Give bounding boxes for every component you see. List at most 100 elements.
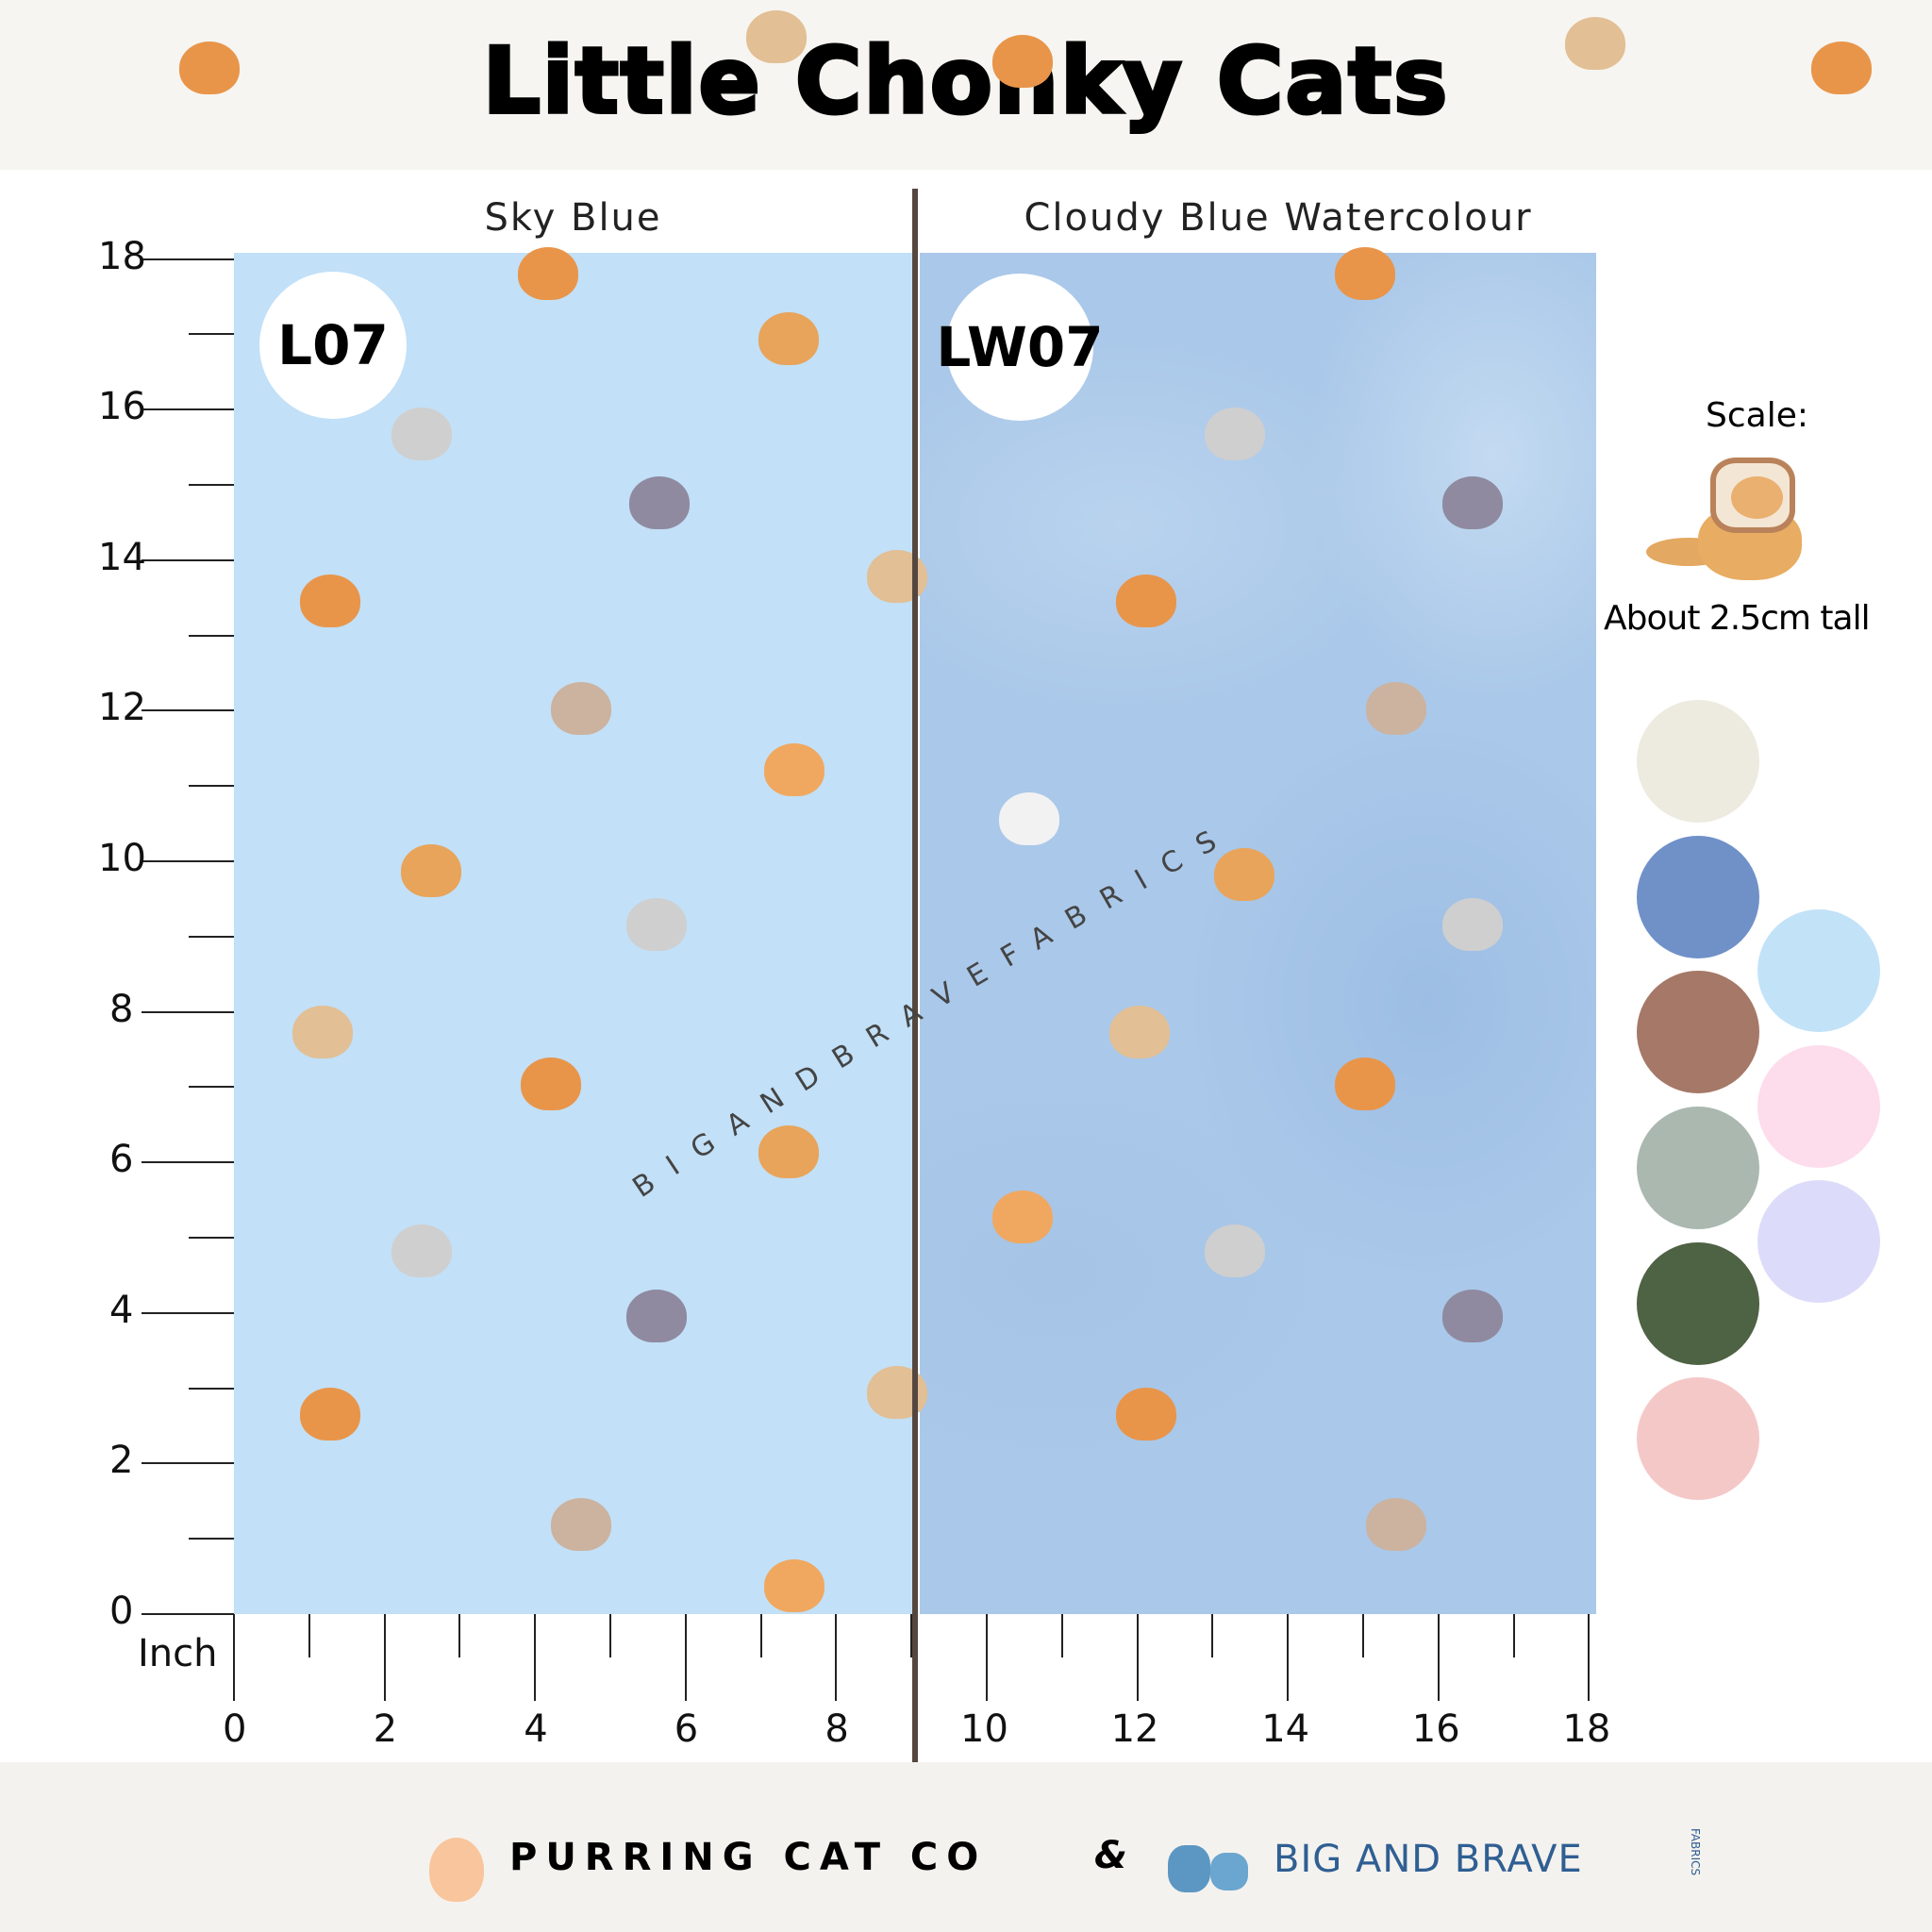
color-swatch bbox=[1637, 1377, 1759, 1500]
x-axis-tick bbox=[684, 1614, 687, 1701]
cat-motif-icon bbox=[1115, 1388, 1176, 1441]
y-axis-tick bbox=[142, 1010, 234, 1013]
y-axis-tick bbox=[142, 258, 234, 260]
code-badge-lw07: LW07 bbox=[936, 274, 1104, 421]
cat-motif-icon bbox=[626, 897, 688, 951]
scale-note: About 2.5cm tall bbox=[1604, 599, 1871, 638]
x-axis-tick bbox=[1512, 1614, 1515, 1657]
y-axis-tick bbox=[142, 1161, 234, 1164]
color-swatch bbox=[1757, 909, 1880, 1032]
cat-motif-icon bbox=[1365, 1497, 1426, 1551]
cat-motif-icon bbox=[1335, 1058, 1396, 1111]
x-tick-label: 4 bbox=[524, 1707, 548, 1751]
x-axis-tick bbox=[1060, 1614, 1063, 1657]
color-swatch bbox=[1637, 700, 1759, 823]
x-axis-tick bbox=[1136, 1614, 1139, 1701]
x-axis-tick bbox=[910, 1614, 913, 1657]
cat-motif-icon bbox=[1214, 848, 1275, 902]
cat-motif-icon bbox=[551, 1497, 612, 1551]
fabric-sky-blue bbox=[234, 253, 912, 1614]
x-axis-tick bbox=[1287, 1614, 1290, 1701]
color-swatch bbox=[1757, 1180, 1880, 1303]
footer-band: PURRING CAT CO & BIG AND BRAVE FABRICS bbox=[0, 1762, 1932, 1932]
panel-label-cloudy-blue: Cloudy Blue Watercolour bbox=[1024, 196, 1533, 240]
color-swatch bbox=[1637, 836, 1759, 958]
cat-motif-icon bbox=[179, 41, 241, 94]
y-tick-label: 10 bbox=[98, 837, 146, 880]
x-tick-label: 12 bbox=[1110, 1707, 1159, 1751]
y-axis-tick bbox=[142, 1462, 234, 1465]
divider bbox=[912, 189, 918, 1794]
x-axis-tick bbox=[308, 1614, 310, 1657]
y-tick-label: 6 bbox=[109, 1138, 134, 1182]
x-tick-label: 2 bbox=[373, 1707, 398, 1751]
x-tick-label: 8 bbox=[824, 1707, 849, 1751]
y-axis-tick bbox=[142, 1613, 234, 1615]
x-axis-tick bbox=[1211, 1614, 1214, 1657]
code-badge-l07: L07 bbox=[259, 272, 407, 419]
y-axis-tick bbox=[189, 484, 234, 486]
y-axis-tick bbox=[189, 1538, 234, 1541]
cat-motif-icon bbox=[551, 681, 612, 735]
color-swatch bbox=[1757, 1045, 1880, 1168]
x-axis-tick bbox=[534, 1614, 537, 1701]
header-band: Little Chonky Cats bbox=[0, 0, 1932, 170]
cat-motif-icon bbox=[866, 550, 927, 604]
cat-motif-icon bbox=[1115, 575, 1176, 628]
cat-motif-icon bbox=[866, 1365, 927, 1419]
cat-motif-icon bbox=[1204, 407, 1265, 460]
big-and-brave-birds-icon bbox=[1168, 1836, 1262, 1892]
color-swatch bbox=[1637, 1242, 1759, 1365]
cat-motif-icon bbox=[991, 35, 1053, 89]
x-axis-tick bbox=[1362, 1614, 1364, 1657]
cat-motif-icon bbox=[991, 1191, 1053, 1244]
x-tick-label: 16 bbox=[1411, 1707, 1460, 1751]
x-tick-label: 18 bbox=[1562, 1707, 1611, 1751]
x-axis-tick bbox=[458, 1614, 461, 1657]
scale-label: Scale: bbox=[1706, 396, 1808, 435]
cat-motif-icon bbox=[626, 1289, 688, 1342]
cat-motif-icon bbox=[1811, 41, 1873, 94]
cat-motif-icon bbox=[520, 1058, 581, 1111]
cat-motif-icon bbox=[1365, 681, 1426, 735]
cat-motif-icon bbox=[401, 844, 462, 898]
y-axis-tick bbox=[142, 408, 234, 411]
y-axis-tick bbox=[189, 785, 234, 788]
cat-motif-icon bbox=[764, 743, 825, 797]
y-axis-tick bbox=[142, 860, 234, 862]
x-axis-tick bbox=[1588, 1614, 1591, 1701]
y-tick-label: 4 bbox=[109, 1288, 134, 1332]
y-axis-tick bbox=[142, 1311, 234, 1314]
cat-motif-icon bbox=[518, 246, 579, 300]
y-tick-label: 14 bbox=[98, 535, 146, 579]
cat-motif-icon bbox=[745, 10, 807, 64]
brand-big-and-brave: BIG AND BRAVE bbox=[1274, 1838, 1583, 1881]
cat-motif-icon bbox=[758, 312, 819, 366]
x-tick-label: 0 bbox=[223, 1707, 247, 1751]
x-axis-tick bbox=[383, 1614, 386, 1701]
cat-motif-icon bbox=[1441, 1289, 1503, 1342]
x-tick-label: 6 bbox=[674, 1707, 699, 1751]
y-axis-tick bbox=[189, 634, 234, 637]
cat-motif-icon bbox=[1109, 1006, 1171, 1059]
y-tick-label: 0 bbox=[109, 1590, 134, 1633]
cat-motif-icon bbox=[758, 1125, 819, 1179]
cat-motif-icon bbox=[1204, 1224, 1265, 1277]
x-axis-tick bbox=[1437, 1614, 1440, 1701]
ampersand: & bbox=[1094, 1834, 1127, 1877]
x-tick-label: 14 bbox=[1261, 1707, 1310, 1751]
x-axis-tick bbox=[609, 1614, 611, 1657]
cat-motif-icon bbox=[300, 575, 360, 628]
y-tick-label: 16 bbox=[98, 385, 146, 429]
cat-motif-icon bbox=[998, 792, 1059, 846]
cat-motif-icon bbox=[1565, 16, 1626, 70]
y-axis-tick bbox=[142, 709, 234, 712]
x-tick-label: 10 bbox=[960, 1707, 1008, 1751]
page-title: Little Chonky Cats bbox=[481, 26, 1450, 136]
y-axis-tick bbox=[189, 1237, 234, 1239]
brand-fabrics-sub: FABRICS bbox=[1689, 1828, 1702, 1876]
cat-motif-icon bbox=[1441, 475, 1503, 529]
y-axis-tick bbox=[189, 1086, 234, 1089]
color-swatch bbox=[1637, 1107, 1759, 1229]
y-tick-label: 2 bbox=[109, 1439, 134, 1483]
